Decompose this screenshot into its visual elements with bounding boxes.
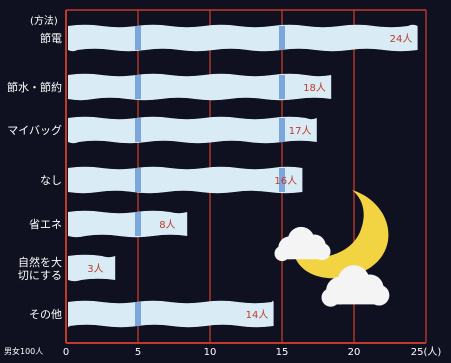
- value-label: 8人: [159, 219, 175, 231]
- category-label: 節電: [40, 31, 62, 45]
- bar-stripe: [135, 168, 141, 192]
- value-label: 24人: [390, 33, 413, 45]
- bar-stripe: [279, 26, 285, 50]
- bar-fill: [68, 116, 317, 144]
- bar-2: [68, 73, 332, 101]
- category-label: なし: [40, 174, 62, 187]
- cloud-right: [321, 265, 390, 307]
- category-label: マイバッグ: [7, 123, 62, 137]
- bar-4: [68, 166, 303, 194]
- bar-fill: [68, 300, 274, 328]
- value-label: 18人: [303, 82, 326, 94]
- x-tick-label: 0: [63, 347, 69, 358]
- cloud-base: [326, 292, 384, 305]
- x-tick-label: 20: [348, 347, 361, 358]
- bar-fill: [68, 166, 303, 194]
- category-label: その他: [29, 308, 62, 321]
- y-axis-label: (方法): [30, 14, 58, 27]
- value-label: 16人: [274, 175, 297, 187]
- bar-fill: [68, 254, 116, 282]
- bar-stripe: [135, 75, 141, 99]
- bar-stripe: [279, 118, 285, 142]
- x-tick-label: 5: [135, 347, 141, 358]
- cloud-base: [278, 249, 326, 260]
- bar-stripe: [135, 212, 141, 236]
- bar-stripe: [135, 302, 141, 326]
- bar-fill: [68, 24, 418, 52]
- bar-fill: [68, 210, 188, 238]
- category-label: 省エネ: [29, 218, 62, 231]
- category-label: 自然を大切にする: [18, 255, 62, 282]
- bar-stripe: [279, 75, 285, 99]
- value-label: 3人: [87, 263, 103, 275]
- bar-1: [68, 24, 418, 52]
- bar-3: [68, 116, 317, 144]
- x-tick-label: 15: [276, 347, 289, 358]
- value-label: 14人: [246, 309, 269, 321]
- bar-6: [68, 254, 116, 282]
- cloud-left: [274, 226, 331, 262]
- bar-layer: [68, 24, 418, 328]
- bar-stripe: [279, 168, 285, 192]
- x-tick-label: 10: [204, 347, 217, 358]
- sample-note: 男女100人: [4, 346, 43, 356]
- bar-5: [68, 210, 188, 238]
- bar-fill: [68, 73, 332, 101]
- bar-stripe: [135, 118, 141, 142]
- category-label: 節水・節約: [7, 80, 62, 94]
- bar-stripe: [135, 26, 141, 50]
- moon-decoration: [274, 190, 390, 307]
- x-tick-label: 25(人): [411, 346, 442, 358]
- value-label: 17人: [289, 125, 312, 137]
- crescent-moon: [294, 190, 389, 279]
- bar-7: [68, 300, 274, 328]
